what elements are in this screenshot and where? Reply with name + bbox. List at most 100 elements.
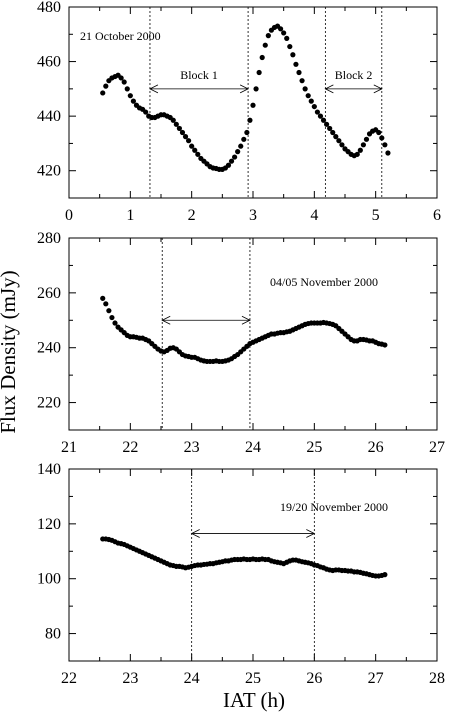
- data-point: [228, 158, 235, 164]
- data-point: [192, 147, 198, 153]
- x-tick-label: 27: [368, 670, 384, 687]
- data-point: [247, 117, 253, 123]
- data-point: [250, 102, 256, 108]
- x-tick-label: 3: [249, 207, 257, 224]
- block-arrow-head-left: [190, 529, 200, 538]
- data-point: [124, 86, 130, 92]
- data-point: [109, 314, 115, 321]
- data-point: [179, 129, 186, 136]
- x-tick-label: 21: [61, 439, 77, 456]
- data-point: [170, 117, 176, 123]
- data-point: [189, 143, 195, 149]
- block-arrow-head-left: [161, 315, 171, 325]
- x-tick-label: 22: [61, 670, 77, 687]
- date-annotation: 04/05 November 2000: [270, 275, 378, 289]
- data-point: [324, 121, 330, 127]
- plot-frame: [68, 468, 438, 662]
- x-tick-label: 23: [184, 439, 200, 456]
- data-point: [327, 125, 333, 132]
- x-tick-label: 26: [306, 670, 322, 687]
- data-point: [354, 151, 360, 157]
- data-point: [382, 142, 388, 148]
- panel-04-05-november-2000: 21 22 23 24 25 26 27 220 240 260 280 04/05 November…: [37, 230, 445, 456]
- data-point: [256, 69, 262, 76]
- block-arrow-head-right: [373, 84, 383, 94]
- x-tick-label: 1: [126, 207, 134, 224]
- data-point: [259, 54, 265, 61]
- data-point: [305, 93, 311, 99]
- x-tick-label: 24: [184, 670, 200, 687]
- data-point: [330, 129, 336, 136]
- data-point: [311, 103, 317, 110]
- date-annotation: 19/20 November 2000: [280, 500, 388, 514]
- x-axis-title: IAT (h): [223, 688, 285, 712]
- data-point: [385, 150, 391, 156]
- block-arrow-head-right: [306, 529, 316, 538]
- data-point: [100, 295, 106, 301]
- y-tick-label: 280: [37, 230, 61, 247]
- y-tick-label: 480: [37, 0, 61, 16]
- data-point: [357, 147, 363, 153]
- data-point: [182, 134, 189, 140]
- data-point: [339, 142, 345, 148]
- data-point: [363, 136, 370, 142]
- data-point: [379, 135, 385, 141]
- x-tick-label: 28: [429, 670, 445, 687]
- data-point: [262, 42, 268, 48]
- data-point: [103, 301, 109, 307]
- y-tick-label: 440: [37, 108, 61, 125]
- y-tick-label: 100: [37, 571, 61, 588]
- data-point: [382, 342, 388, 348]
- block-arrow-head-left: [149, 84, 159, 94]
- data-point: [112, 320, 118, 326]
- y-tick-label: 420: [37, 163, 61, 180]
- x-tick-label: 27: [429, 439, 445, 456]
- data-point: [235, 149, 241, 155]
- data-point: [293, 61, 299, 67]
- y-tick-label: 120: [37, 516, 61, 533]
- data-point: [238, 143, 244, 149]
- data-point: [376, 129, 382, 136]
- block-label: Block 1: [180, 68, 218, 82]
- data-point: [308, 98, 314, 104]
- data-point: [244, 129, 250, 136]
- data-point: [278, 26, 284, 32]
- data-point: [287, 43, 293, 50]
- y-tick-label: 260: [37, 285, 61, 302]
- data-point: [106, 308, 112, 314]
- data-point: [299, 78, 305, 84]
- data-point: [333, 134, 339, 140]
- data-point: [186, 138, 192, 144]
- y-tick-label: 80: [45, 626, 61, 643]
- block-arrow-head-right: [241, 315, 251, 325]
- data-point: [143, 109, 149, 115]
- data-point: [121, 79, 127, 85]
- data-point: [103, 83, 109, 89]
- data-point: [382, 572, 388, 578]
- y-tick-label: 140: [37, 461, 61, 478]
- data-point: [336, 138, 342, 144]
- data-point: [360, 142, 366, 148]
- data-point: [195, 151, 201, 157]
- x-tick-label: 25: [306, 439, 322, 456]
- data-point: [241, 136, 247, 142]
- x-tick-label: 24: [245, 439, 261, 456]
- data-point: [284, 35, 290, 41]
- x-tick-label: 25: [245, 670, 261, 687]
- data-point: [100, 90, 106, 96]
- data-point: [302, 86, 308, 92]
- y-axis-title: Flux Density (mJy): [0, 270, 20, 433]
- data-point: [320, 117, 327, 123]
- data-point: [127, 93, 133, 99]
- y-tick-label: 220: [37, 395, 61, 412]
- x-tick-label: 26: [368, 439, 384, 456]
- data-point: [290, 52, 296, 58]
- data-point: [232, 154, 238, 160]
- data-point: [253, 86, 259, 92]
- data-point: [317, 113, 324, 119]
- data-point: [225, 162, 232, 168]
- x-tick-label: 0: [65, 207, 73, 224]
- x-tick-label: 4: [310, 207, 318, 224]
- data-point: [281, 30, 287, 36]
